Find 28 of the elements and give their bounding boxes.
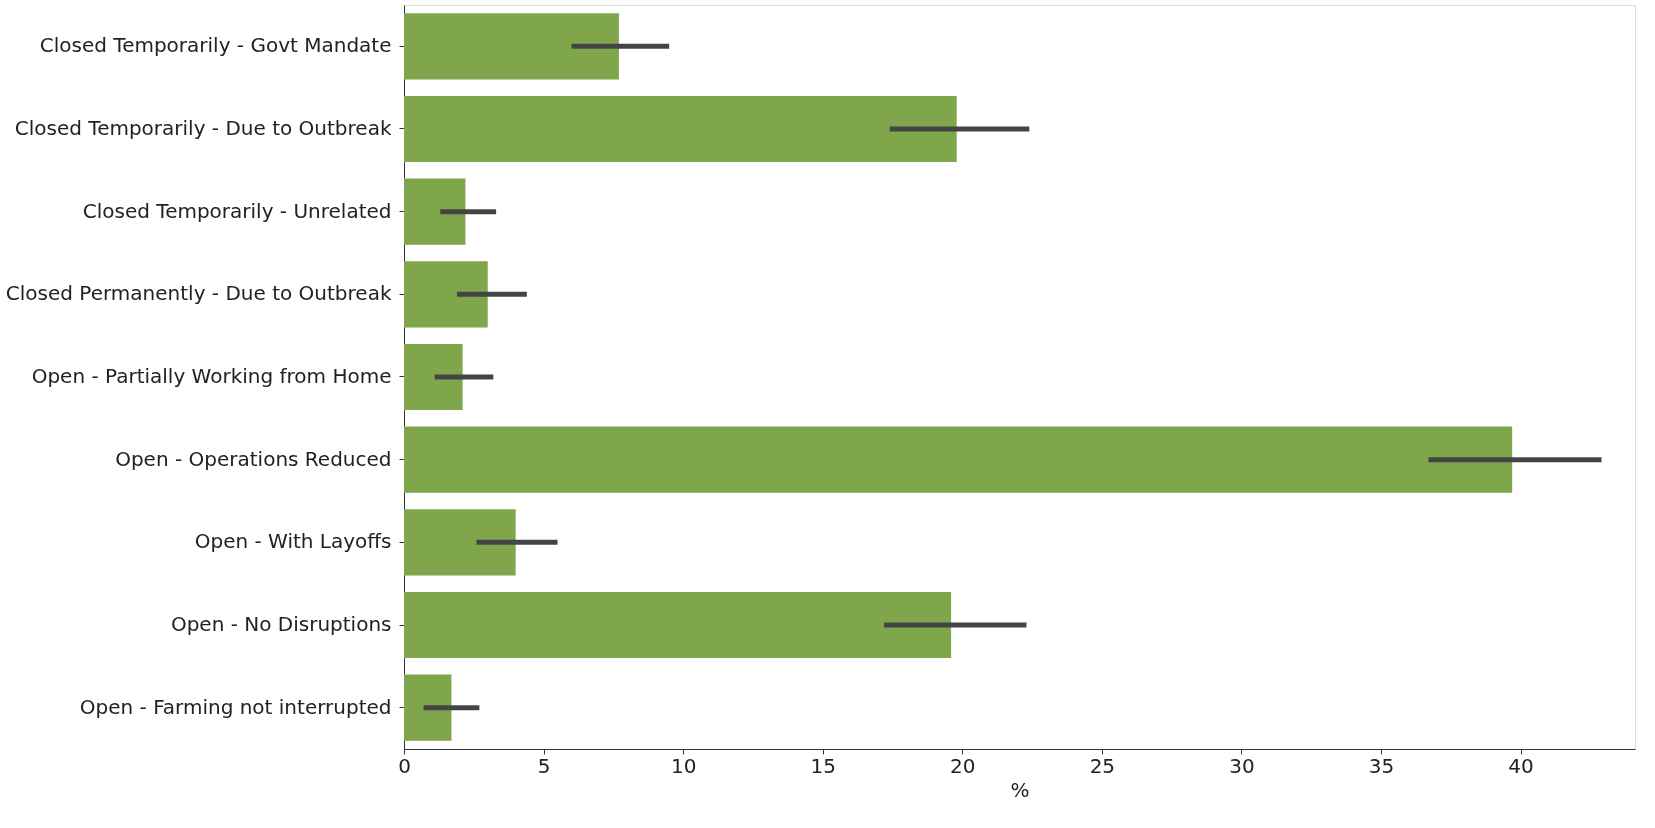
bar: [404, 95, 957, 163]
y-tick-label: Open - No Disruptions: [170, 612, 392, 636]
y-tick-label: Closed Temporarily - Unrelated: [82, 198, 392, 223]
y-tick-label: Open - Farming not interrupted: [79, 694, 392, 719]
x-tick-label: 10: [670, 753, 697, 778]
bar: [404, 261, 488, 328]
x-axis-title: %: [1010, 777, 1030, 802]
bar: [404, 343, 463, 411]
bar: [404, 178, 466, 245]
y-tick-label: Open - With Layoffs: [194, 529, 392, 554]
x-tick-label: 30: [1229, 753, 1255, 778]
x-tick-label: 0: [398, 753, 411, 778]
x-tick-label: 5: [537, 753, 551, 778]
y-tick-label: Closed Temporarily - Govt Mandate: [39, 33, 392, 58]
y-tick-label: Closed Permanently - Due to Outbreak: [5, 281, 392, 306]
x-tick-label: 15: [810, 753, 836, 778]
x-tick-label: 20: [950, 753, 976, 778]
x-tick-label: 25: [1089, 753, 1116, 778]
y-tick-label: Open - Operations Reduced: [115, 446, 392, 471]
bar: [404, 13, 619, 80]
y-tick-label: Closed Temporarily - Due to Outbreak: [14, 116, 392, 140]
bar: [404, 426, 1513, 493]
bar: [404, 509, 516, 576]
bar: [404, 674, 452, 741]
y-tick-label: Open - Partially Working from Home: [31, 364, 392, 388]
x-tick-label: 35: [1368, 753, 1395, 778]
x-tick-label: 40: [1508, 753, 1534, 778]
bar: [404, 591, 952, 659]
